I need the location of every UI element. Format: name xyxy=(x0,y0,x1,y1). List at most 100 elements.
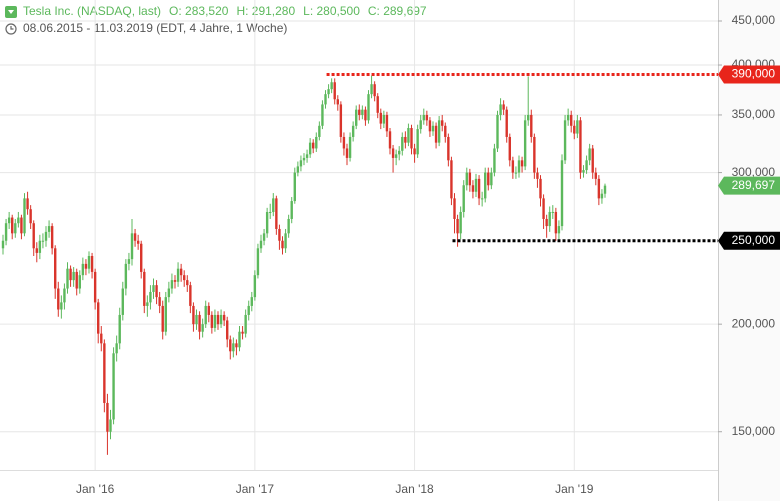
candle-body xyxy=(566,114,570,121)
candle-body xyxy=(60,302,63,310)
candle-body xyxy=(241,331,244,334)
candle-body xyxy=(336,99,339,105)
candle-body xyxy=(93,271,97,303)
header-icon xyxy=(5,6,17,18)
candle-body xyxy=(41,240,45,242)
y-tick-label: 350,000 xyxy=(732,107,776,121)
y-tick-label: 150,000 xyxy=(732,424,776,438)
candle-body xyxy=(554,211,558,234)
candle-body xyxy=(293,172,296,202)
candle-body xyxy=(250,297,253,306)
clock-icon xyxy=(5,23,17,35)
candle-body xyxy=(594,172,597,179)
candle-body xyxy=(333,82,336,100)
candle-body xyxy=(416,129,419,155)
candle-body xyxy=(183,275,186,281)
candle-body xyxy=(26,198,29,210)
candle-body xyxy=(582,170,585,173)
candle-body xyxy=(1,240,5,249)
candle-body xyxy=(265,211,269,234)
candle-body xyxy=(35,248,38,253)
candle-body xyxy=(308,142,312,155)
x-tick-label: Jan '16 xyxy=(76,482,115,496)
candle-body xyxy=(348,136,352,158)
candle-body xyxy=(422,114,425,121)
candle-body xyxy=(462,185,465,212)
candle-body xyxy=(588,148,591,161)
candle-body xyxy=(115,343,118,354)
candle-body xyxy=(468,172,472,186)
chart-subtitle: 08.06.2015 - 11.03.2019 (EDT, 4 Jahre, 1… xyxy=(23,21,287,35)
candle-body xyxy=(69,268,72,281)
candle-body xyxy=(4,223,8,241)
candle-body xyxy=(54,248,57,289)
candle-body xyxy=(152,285,155,292)
candle-body xyxy=(376,96,379,113)
candle-body xyxy=(118,314,121,344)
candle-body xyxy=(471,185,475,192)
quote-value: C: 289,697 xyxy=(368,4,427,18)
quote-value: O: 283,520 xyxy=(169,4,229,18)
candle-body xyxy=(579,120,582,173)
candle-body xyxy=(272,198,275,212)
candle-body xyxy=(523,120,527,167)
candle-body xyxy=(407,127,410,143)
candle-body xyxy=(425,114,429,121)
candle-body xyxy=(7,217,11,224)
level-label: 390,000 xyxy=(732,67,776,81)
grid xyxy=(0,0,718,470)
candle-body xyxy=(164,297,167,332)
candle-body xyxy=(146,302,149,306)
candle-body xyxy=(342,136,346,149)
candle-body xyxy=(505,109,508,137)
candle-body xyxy=(226,320,229,340)
candle-body xyxy=(284,233,287,249)
candle-body xyxy=(324,94,327,105)
candle-body xyxy=(173,280,177,282)
candle-body xyxy=(536,172,539,179)
candle-body xyxy=(382,114,386,124)
candle-body xyxy=(302,157,306,161)
candle-body xyxy=(576,120,579,134)
candle-body xyxy=(38,240,42,253)
y-tick-label: 450,000 xyxy=(732,13,776,27)
candle-body xyxy=(388,131,392,149)
candle-body xyxy=(290,201,293,219)
candle-body xyxy=(296,166,300,173)
candle-body xyxy=(327,89,330,95)
candle-body xyxy=(204,305,207,325)
candle-body xyxy=(229,339,232,352)
candle-body xyxy=(32,223,35,249)
candle-body xyxy=(23,198,26,234)
candle-body xyxy=(20,217,23,234)
candle-body xyxy=(410,127,413,149)
candle-body xyxy=(247,305,250,315)
candle-body xyxy=(158,297,161,306)
candle-body xyxy=(262,233,266,241)
candle-body xyxy=(143,271,146,306)
candle-body xyxy=(456,218,459,234)
candle-body xyxy=(299,160,303,167)
candle-body xyxy=(370,84,373,95)
candle-body xyxy=(244,314,247,334)
candle-body xyxy=(385,114,389,132)
candle-body xyxy=(219,314,223,325)
candle-body xyxy=(367,94,370,121)
candle-body xyxy=(63,288,66,303)
candle-body xyxy=(170,280,174,289)
candle-body xyxy=(281,240,284,249)
candle-body xyxy=(487,172,490,186)
candle-body xyxy=(603,185,607,194)
candle-body xyxy=(431,125,435,132)
y-tick-label: 200,000 xyxy=(732,316,776,330)
candle-body xyxy=(47,226,51,232)
candles xyxy=(1,75,607,455)
candle-body xyxy=(136,240,140,244)
candle-body xyxy=(527,114,530,121)
candle-body xyxy=(373,84,376,97)
candle-body xyxy=(97,302,100,334)
axis-panel xyxy=(718,0,780,501)
candle-body xyxy=(72,271,75,281)
candle-body xyxy=(81,263,85,276)
